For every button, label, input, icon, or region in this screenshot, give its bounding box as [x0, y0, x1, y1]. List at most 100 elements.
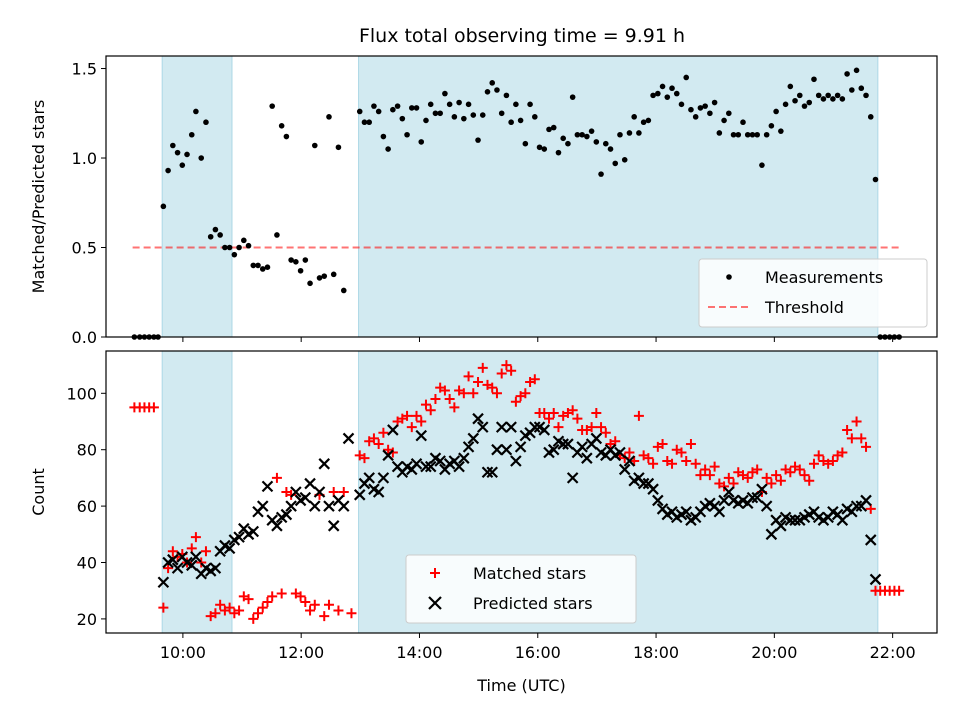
predicted-point: [415, 429, 428, 442]
matched-point: [234, 605, 245, 616]
predicted-point: [472, 412, 484, 425]
measurement-point: [517, 117, 524, 124]
measurement-point: [754, 131, 760, 138]
measurement-point: [806, 99, 813, 106]
matched-point: [799, 470, 810, 481]
measurement-point: [560, 135, 566, 142]
matched-point: [529, 374, 540, 385]
matched-point: [158, 602, 169, 613]
predicted-point: [157, 576, 170, 589]
measurement-point: [293, 259, 299, 265]
measurement-point: [442, 90, 448, 97]
y-tick-label: 0.0: [72, 328, 97, 347]
matched-point: [468, 388, 479, 399]
measurement-point: [522, 140, 529, 147]
predicted-point: [618, 463, 631, 476]
predicted-point: [789, 514, 801, 526]
predicted-point: [353, 489, 366, 501]
matched-point: [309, 599, 320, 610]
legend-box: [698, 258, 928, 328]
matched-point: [458, 388, 469, 399]
matched-point: [676, 447, 687, 458]
matched-point: [752, 464, 763, 475]
predicted-point: [410, 458, 423, 470]
measurement-point: [335, 144, 342, 151]
matched-point: [510, 396, 521, 407]
measurement-point: [427, 101, 434, 108]
matched-point: [148, 402, 159, 413]
predicted-point: [167, 553, 179, 566]
matched-point: [346, 608, 357, 619]
matched-point: [378, 427, 389, 438]
matched-point: [262, 596, 273, 607]
x-tick-label: 22:00: [870, 643, 916, 662]
predicted-point: [256, 500, 269, 512]
matched-point: [420, 399, 431, 410]
predicted-point: [864, 534, 877, 546]
predicted-point: [538, 424, 551, 436]
measurement-point: [160, 203, 167, 210]
matched-point: [501, 360, 512, 371]
predicted-point: [652, 494, 664, 507]
measurement-point: [269, 103, 276, 109]
measurement-point: [390, 106, 396, 113]
matched-point: [794, 464, 805, 475]
measurement-point: [645, 117, 652, 124]
matched-point: [444, 393, 455, 404]
predicted-point: [318, 458, 331, 470]
predicted-point: [718, 494, 730, 507]
measurement-point: [278, 123, 285, 129]
y-tick-label: 1.5: [72, 60, 97, 79]
predicted-point: [247, 525, 260, 538]
axes-frame: [105, 350, 938, 634]
measurement-point: [264, 264, 271, 270]
measurement-point: [650, 92, 656, 99]
measurement-point: [763, 131, 770, 138]
measurement-point: [782, 101, 789, 108]
predicted-point: [327, 520, 340, 532]
measurement-point: [546, 126, 552, 133]
measurement-point: [241, 237, 247, 244]
matched-point: [338, 487, 349, 497]
y-axis-label: Count: [29, 468, 48, 516]
matched-point: [257, 602, 268, 613]
matched-point: [305, 605, 316, 616]
matched-point: [827, 455, 838, 466]
x-axis-label: Time (UTC): [476, 676, 565, 695]
matched-point: [359, 453, 370, 464]
measurement-point: [849, 87, 855, 93]
measurement-point: [716, 130, 723, 136]
measurement-point: [375, 108, 382, 115]
matched-point: [808, 458, 819, 469]
measurement-point: [673, 90, 680, 97]
measurement-point: [465, 101, 472, 108]
predicted-point: [481, 466, 494, 479]
matched-point: [506, 365, 517, 376]
measurement-point: [744, 131, 751, 138]
predicted-point: [756, 483, 768, 495]
predicted-point: [190, 551, 202, 563]
matched-point: [761, 472, 772, 483]
predicted-point: [185, 559, 198, 572]
measurement-point: [830, 96, 836, 102]
measurement-point: [815, 92, 822, 99]
measurement-point: [858, 85, 865, 92]
matched-point: [837, 447, 848, 458]
predicted-point: [647, 483, 659, 495]
predicted-point: [775, 520, 787, 532]
predicted-point: [784, 514, 797, 526]
matched-point: [430, 393, 441, 404]
matched-point: [300, 596, 311, 607]
measurement-point: [536, 144, 543, 151]
measurement-point: [532, 114, 538, 120]
chart-title: Flux total observing time = 9.91 h: [359, 25, 685, 47]
legend-label-matched: Matched stars: [473, 564, 586, 583]
measurement-point: [203, 119, 209, 126]
y-tick-label: 0.5: [72, 239, 97, 258]
predicted-point: [290, 486, 302, 498]
measurement-point: [579, 131, 585, 138]
measurement-point: [371, 103, 377, 109]
matched-point: [333, 605, 344, 616]
measurement-point: [437, 110, 443, 117]
